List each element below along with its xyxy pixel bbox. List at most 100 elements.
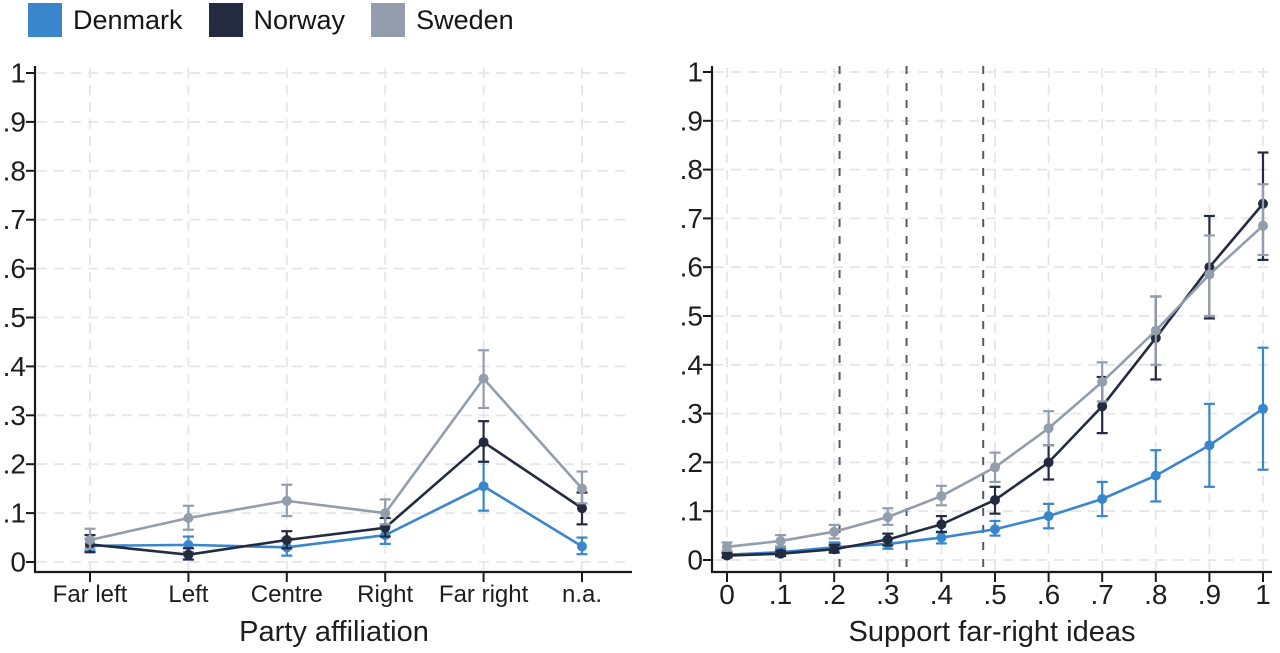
legend-swatch-sweden	[371, 3, 406, 37]
data-point	[722, 550, 732, 561]
y-tick-label: .7	[680, 203, 703, 234]
data-point	[990, 494, 1000, 505]
x-tick-label: Far right	[439, 581, 529, 608]
legend-item-denmark: Denmark	[28, 3, 183, 37]
x-tick-label: Centre	[251, 581, 323, 608]
data-point	[380, 508, 391, 519]
legend: Denmark Norway Sweden	[28, 0, 514, 40]
x-tick-label: n.a.	[562, 581, 602, 608]
x-axis-ticks: 0 .1 .2 .3 .4 .5 .6 .7 .8 .9 1	[719, 572, 1271, 610]
gridlines	[37, 68, 632, 570]
data-point	[1097, 376, 1108, 387]
data-point	[1204, 269, 1215, 280]
y-tick-label: .8	[3, 155, 26, 186]
y-tick-label: .3	[3, 400, 26, 431]
data-point	[183, 549, 194, 560]
y-tick-label: .7	[3, 204, 26, 235]
data-point	[936, 491, 947, 502]
markers	[85, 373, 587, 545]
series-line	[89, 377, 583, 542]
y-tick-label: .3	[680, 398, 703, 429]
data-point	[1097, 401, 1108, 412]
x-tick-label: .6	[1037, 579, 1060, 610]
markers	[722, 220, 1268, 552]
y-tick-label: 0	[10, 547, 26, 578]
x-tick-label: 1	[1255, 579, 1271, 610]
series-denmark	[721, 346, 1269, 560]
data-point	[722, 541, 732, 552]
series-sweden	[84, 349, 588, 550]
legend-label-norway: Norway	[253, 4, 346, 35]
x-tick-label: .5	[983, 579, 1006, 610]
x-tick-label: .4	[930, 579, 953, 610]
y-tick-label: .8	[680, 154, 703, 185]
series-denmark	[84, 460, 588, 557]
y-tick-label: 1	[10, 58, 26, 89]
x-tick-label: Left	[168, 581, 208, 608]
y-tick-label: .9	[680, 105, 703, 136]
y-tick-label: .5	[680, 301, 703, 332]
data-point	[829, 544, 840, 555]
data-point	[829, 526, 840, 537]
x-tick-label: .3	[876, 579, 899, 610]
data-point	[85, 534, 95, 545]
data-point	[882, 534, 893, 545]
data-point	[478, 373, 489, 384]
data-point	[1150, 325, 1161, 336]
data-point	[281, 495, 292, 506]
y-tick-label: .6	[680, 252, 703, 283]
y-tick-label: .6	[3, 253, 26, 284]
x-tick-label: .7	[1091, 579, 1114, 610]
series-sweden	[721, 183, 1269, 552]
data-point	[1150, 470, 1161, 481]
data-point	[775, 548, 786, 559]
y-tick-label: 0	[687, 545, 703, 576]
x-tick-label: .1	[769, 579, 792, 610]
y-tick-label: .5	[3, 302, 26, 333]
data-point	[775, 535, 786, 546]
reference-lines	[838, 66, 985, 572]
x-axis-ticks: Far left Left Centre Right Far right n.a.	[53, 572, 602, 608]
legend-swatch-norway	[208, 3, 243, 37]
x-tick-label: 0	[719, 579, 735, 610]
data-point	[990, 462, 1000, 473]
gridlines	[714, 68, 1272, 570]
data-point	[1258, 403, 1268, 414]
data-point	[1204, 440, 1215, 451]
y-tick-label: .4	[680, 349, 703, 380]
y-axis-ticks: 0 .1 .2 .3 .4 .5 .6 .7 .8 .9 1	[680, 57, 712, 576]
data-point	[1097, 494, 1108, 504]
y-tick-label: .1	[680, 496, 703, 527]
y-tick-label: .9	[3, 106, 26, 137]
y-tick-label: 1	[687, 57, 703, 88]
y-tick-label: .2	[3, 449, 26, 480]
data-point	[183, 512, 194, 523]
data-point	[1043, 457, 1054, 468]
data-point	[882, 512, 893, 523]
data-point	[936, 532, 947, 543]
data-point	[990, 524, 1000, 535]
series-line	[89, 440, 583, 556]
legend-label-sweden: Sweden	[416, 4, 514, 35]
party-affiliation-panel: 0 .1 .2 .3 .4 .5 .6 .7 .8 .9 1 Far left Left Centre Ri…	[3, 58, 632, 608]
data-point	[1043, 423, 1054, 434]
x-tick-label: Far left	[53, 581, 128, 608]
right-xaxis-title: Support far-right ideas	[848, 616, 1136, 648]
x-tick-label: Right	[357, 581, 413, 608]
x-tick-label: .9	[1198, 579, 1221, 610]
left-xaxis-title: Party affiliation	[239, 616, 429, 648]
data-point	[478, 481, 489, 492]
legend-label-denmark: Denmark	[73, 4, 183, 35]
data-point	[1043, 511, 1054, 522]
data-point	[281, 534, 292, 545]
error-bars	[84, 349, 588, 550]
y-axis-ticks: 0 .1 .2 .3 .4 .5 .6 .7 .8 .9 1	[3, 58, 35, 578]
legend-swatch-denmark	[28, 3, 62, 37]
axes	[33, 66, 632, 574]
y-tick-label: .1	[3, 498, 26, 529]
data-point	[577, 541, 587, 552]
series-line	[89, 484, 583, 549]
data-point	[577, 483, 587, 494]
